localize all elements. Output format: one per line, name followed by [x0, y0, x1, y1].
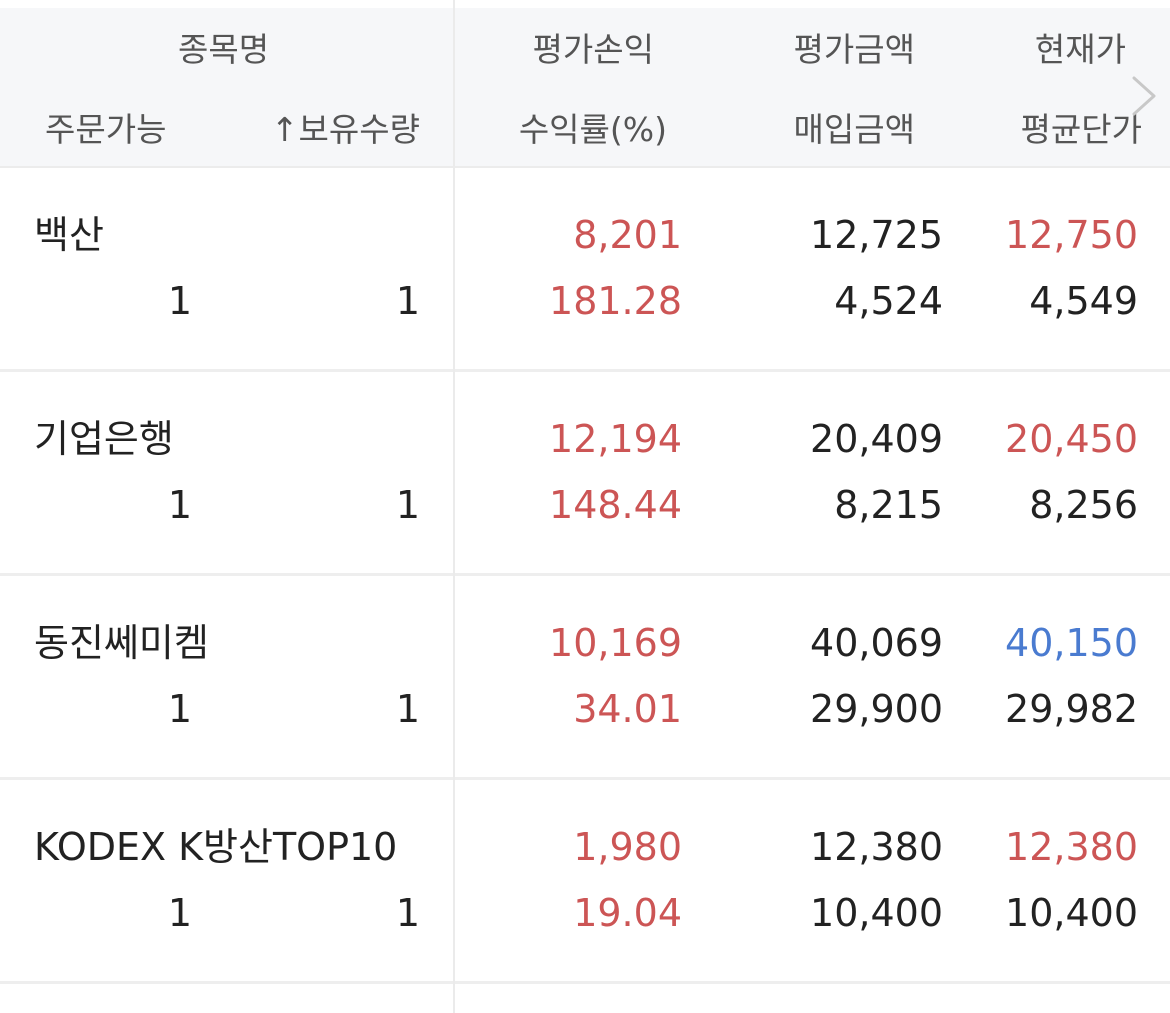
return-rate: 148.44 — [549, 483, 682, 527]
current-price: 20,450 — [1005, 417, 1138, 461]
header-eval-pl[interactable]: 평가손익 — [532, 30, 654, 69]
eval-amount: 12,380 — [810, 825, 943, 869]
eval-pl: 8,201 — [573, 213, 682, 257]
avg-price: 29,982 — [1005, 687, 1138, 731]
avg-price: 4,549 — [1029, 279, 1138, 323]
column-divider — [453, 0, 455, 1013]
order-available: 1 — [167, 687, 192, 731]
header-return-rate[interactable]: 수익률(%) — [518, 110, 667, 149]
order-available: 1 — [167, 891, 192, 935]
holding-row[interactable]: 동진쎄미켐 1 1 10,169 34.01 40,069 29,900 40,… — [0, 576, 1170, 780]
avg-price: 8,256 — [1029, 483, 1138, 527]
header-avg-price[interactable]: 평균단가 — [1020, 110, 1142, 149]
order-available: 1 — [167, 279, 192, 323]
table-header: 종목명 주문가능 ↑보유수량 평가손익 수익률(%) 평가금액 매입금액 현재가… — [0, 8, 1170, 168]
holding-row[interactable]: KODEX K방산TOP10 1 1 1,980 19.04 12,380 10… — [0, 780, 1170, 984]
order-available: 1 — [167, 483, 192, 527]
header-eval-amount[interactable]: 평가금액 — [793, 30, 915, 69]
eval-amount: 40,069 — [810, 621, 943, 665]
purchase-amount: 29,900 — [810, 687, 943, 731]
header-current-price[interactable]: 현재가 — [1034, 30, 1126, 69]
stock-name: 기업은행 — [34, 417, 174, 461]
eval-pl: 10,169 — [549, 621, 682, 665]
return-rate: 181.28 — [549, 279, 682, 323]
stock-name: 동진쎄미켐 — [34, 621, 209, 665]
header-stock-name[interactable]: 종목명 — [178, 30, 270, 69]
stock-name: KODEX K방산TOP10 — [34, 825, 398, 869]
eval-amount: 20,409 — [810, 417, 943, 461]
return-rate: 34.01 — [573, 687, 682, 731]
return-rate: 19.04 — [573, 891, 682, 935]
holding-qty: 1 — [395, 483, 420, 527]
eval-amount: 12,725 — [810, 213, 943, 257]
purchase-amount: 4,524 — [834, 279, 943, 323]
purchase-amount: 10,400 — [810, 891, 943, 935]
eval-pl: 12,194 — [549, 417, 682, 461]
header-purchase-amount[interactable]: 매입금액 — [793, 110, 915, 149]
holding-qty: 1 — [395, 687, 420, 731]
current-price: 40,150 — [1005, 621, 1138, 665]
current-price: 12,380 — [1005, 825, 1138, 869]
eval-pl: 1,980 — [573, 825, 682, 869]
holding-row[interactable]: 백산 1 1 8,201 181.28 12,725 4,524 12,750 … — [0, 168, 1170, 372]
purchase-amount: 8,215 — [834, 483, 943, 527]
holding-qty: 1 — [395, 891, 420, 935]
stock-name: 백산 — [34, 213, 104, 257]
avg-price: 10,400 — [1005, 891, 1138, 935]
header-holding-qty[interactable]: ↑보유수량 — [270, 110, 420, 149]
holding-qty: 1 — [395, 279, 420, 323]
holding-row[interactable]: 기업은행 1 1 12,194 148.44 20,409 8,215 20,4… — [0, 372, 1170, 576]
current-price: 12,750 — [1005, 213, 1138, 257]
header-order-available[interactable]: 주문가능 — [45, 110, 167, 149]
chevron-right-icon[interactable] — [1124, 72, 1164, 120]
